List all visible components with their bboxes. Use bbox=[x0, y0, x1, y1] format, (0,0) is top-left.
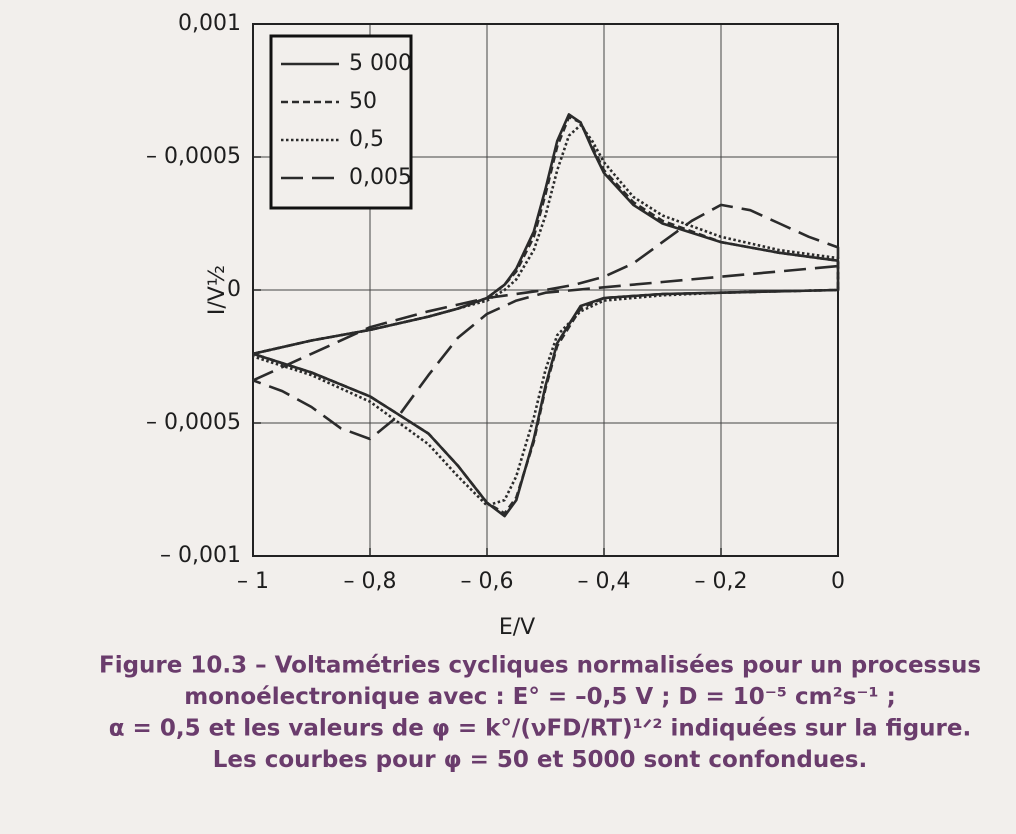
figure-caption: Figure 10.3 – Voltamétries cycliques nor… bbox=[99, 653, 981, 679]
figure-caption: monoélectronique avec : E° = –0,5 V ; D … bbox=[184, 684, 896, 710]
series-line bbox=[252, 123, 840, 507]
x-tick-label: – 0,2 bbox=[695, 569, 748, 594]
legend-label: 5 000 bbox=[349, 51, 412, 76]
figure-caption: α = 0,5 et les valeurs de φ = k°/(νFD/RT… bbox=[109, 716, 972, 742]
legend-label: 0,005 bbox=[349, 165, 412, 190]
legend-label: 0,5 bbox=[349, 127, 384, 152]
legend-label: 50 bbox=[349, 89, 377, 114]
x-axis-label: E/V bbox=[499, 615, 535, 640]
figure-caption: Les courbes pour φ = 50 et 5000 sont con… bbox=[213, 747, 868, 773]
x-tick-label: – 1 bbox=[237, 569, 269, 594]
x-tick-label: 0 bbox=[831, 569, 845, 594]
x-tick-label: – 0,6 bbox=[461, 569, 514, 594]
x-tick-label: – 0,4 bbox=[578, 569, 631, 594]
series-line bbox=[252, 115, 840, 515]
y-tick-label: 0,001 bbox=[178, 11, 241, 36]
x-tick-label: – 0,8 bbox=[344, 569, 397, 594]
y-axis-label: I/V½ bbox=[205, 265, 230, 315]
y-tick-label: – 0,0005 bbox=[146, 144, 241, 169]
y-tick-label: – 0,001 bbox=[160, 543, 241, 568]
y-tick-label: – 0,0005 bbox=[146, 410, 241, 435]
series-line bbox=[252, 203, 840, 441]
y-tick-label: 0 bbox=[227, 277, 241, 302]
